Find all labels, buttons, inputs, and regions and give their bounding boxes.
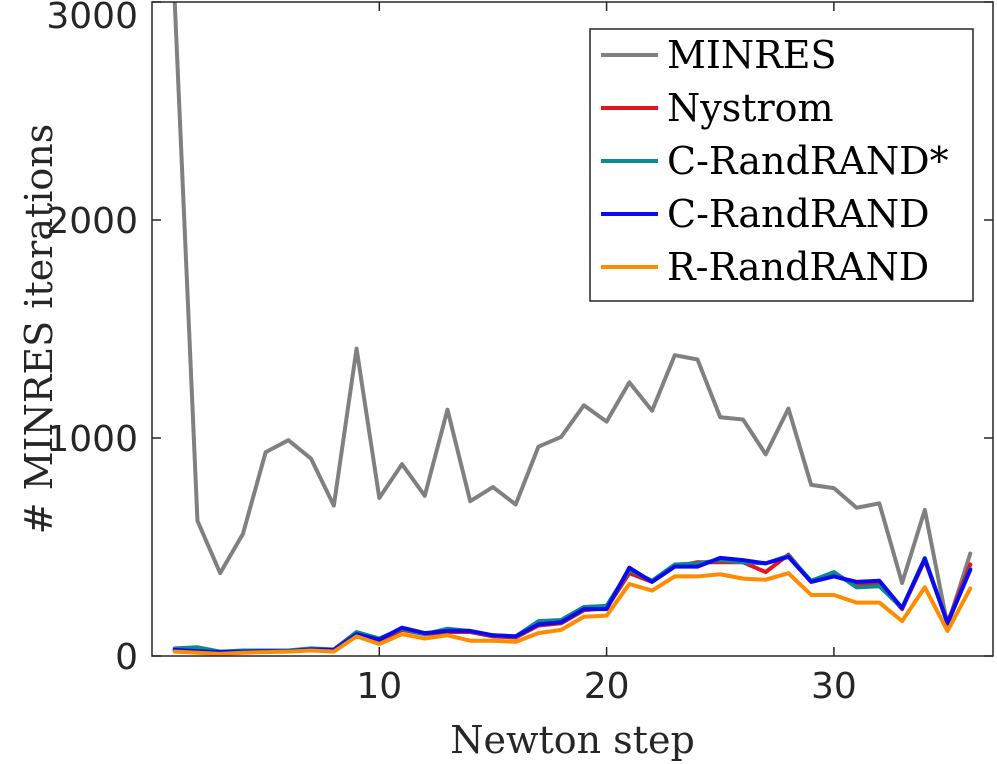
axes-box bbox=[151, 1, 994, 657]
y-tick-label: 1000 bbox=[46, 419, 138, 460]
legend: MINRES Nystrom C-RandRAND* C-RandRAND R-Rand… bbox=[589, 28, 974, 302]
x-tick-label: 30 bbox=[811, 666, 857, 707]
legend-label: C-RandRAND* bbox=[667, 139, 949, 183]
plot-lines bbox=[172, 2, 973, 656]
y-axis-label: # MINRES iterations bbox=[17, 124, 61, 535]
x-axis-label: Newton step bbox=[450, 718, 695, 762]
x-tick-label: 10 bbox=[356, 666, 402, 707]
y-tick-label: 3000 bbox=[46, 0, 138, 37]
axis-ticks: 10 20 30 0 1000 2000 3000 bbox=[46, 0, 993, 707]
series-line-minres bbox=[172, 2, 973, 628]
legend-label: R-RandRAND bbox=[667, 245, 929, 289]
legend-box bbox=[589, 28, 974, 302]
y-tick-label: 2000 bbox=[46, 201, 138, 242]
series-line-r-randrand bbox=[172, 571, 973, 656]
y-tick-label: 0 bbox=[115, 637, 138, 678]
legend-label: Nystrom bbox=[667, 86, 834, 130]
legend-label: C-RandRAND bbox=[667, 192, 930, 236]
x-tick-label: 20 bbox=[584, 666, 630, 707]
legend-label: MINRES bbox=[667, 33, 837, 77]
